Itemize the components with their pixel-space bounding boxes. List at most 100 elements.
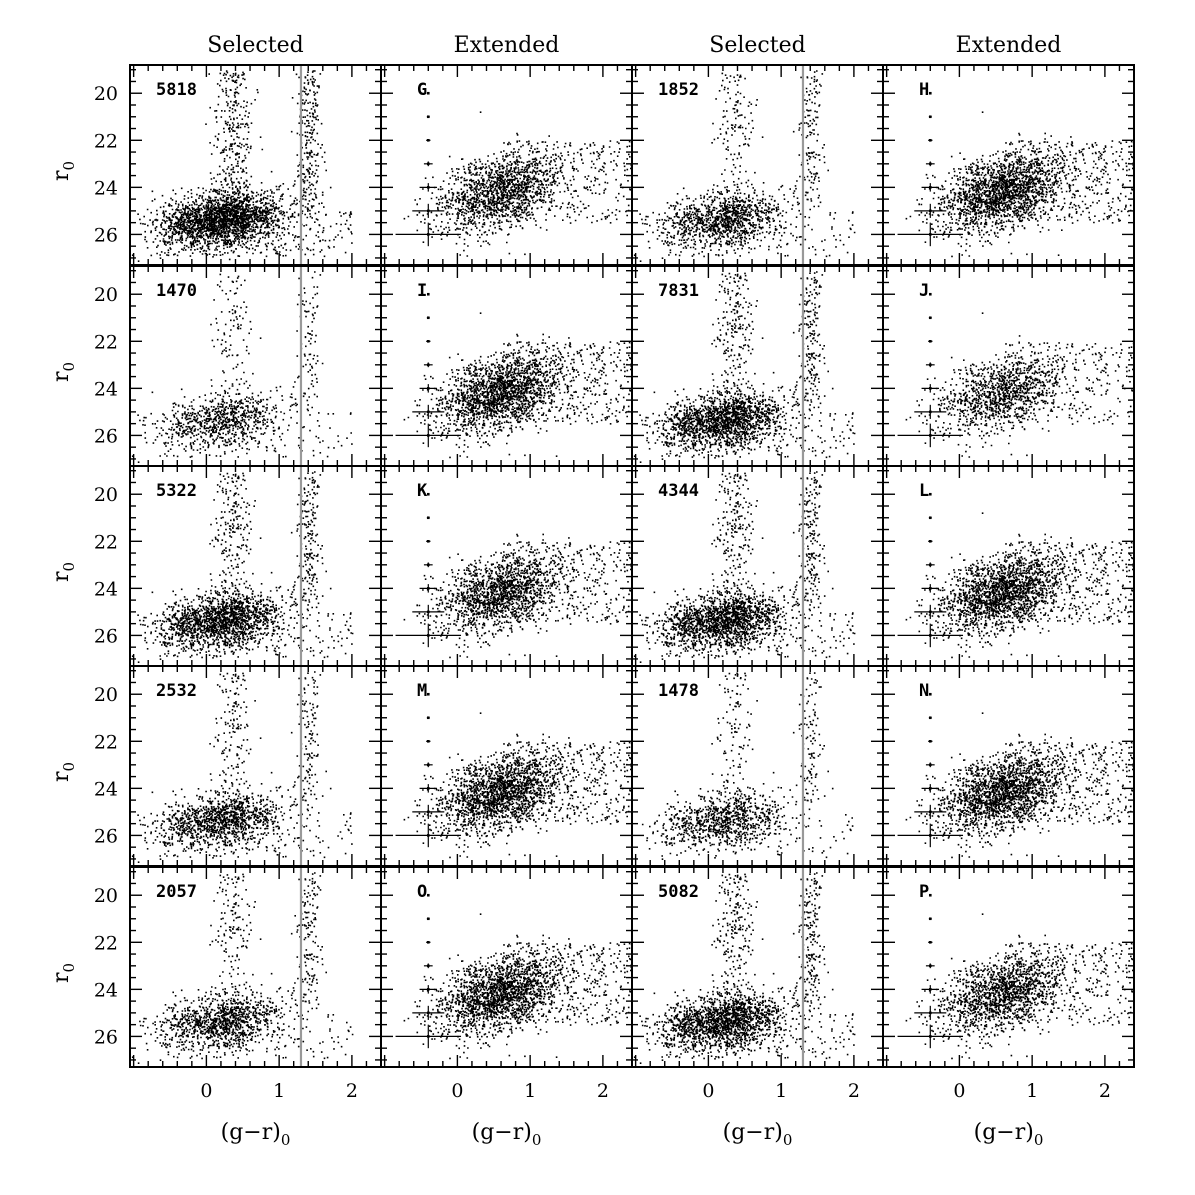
panel-label: 2057 — [156, 882, 197, 902]
star-points — [633, 471, 856, 663]
y-tick-label: 22 — [94, 731, 118, 753]
y-axis-label: r0 — [49, 362, 78, 382]
y-tick-label: 26 — [94, 224, 118, 246]
tick-marks — [381, 466, 633, 666]
y-tick-label: 26 — [94, 625, 118, 647]
x-axis-label: (g−r)0 — [974, 1120, 1044, 1149]
panel-label: 1470 — [156, 281, 197, 301]
error-bars — [395, 893, 462, 1049]
panel-L: L — [882, 465, 1135, 667]
x-tick-label: 1 — [273, 1080, 285, 1102]
star-points — [905, 312, 1134, 458]
y-tick-label: 20 — [94, 885, 118, 907]
y-tick-label: 20 — [94, 83, 118, 105]
panel-label: O — [417, 882, 427, 902]
y-tick-label: 20 — [94, 684, 118, 706]
panel-1470: 1470 20 22 24 26 r0 — [49, 265, 382, 467]
panel-label: J — [919, 281, 929, 301]
error-bars — [395, 692, 462, 848]
panel-2532: 2532 20 22 24 26 r0 — [49, 665, 382, 867]
panel-label: 2532 — [156, 681, 197, 701]
x-axis-label: (g−r)0 — [472, 1120, 542, 1149]
y-tick-label: 24 — [94, 177, 118, 199]
panel-P: P 0 1 2 (g−r)0 — [882, 866, 1135, 1149]
error-bars — [395, 492, 462, 648]
panel-label: 1478 — [658, 681, 699, 701]
column-title: Extended — [956, 33, 1062, 58]
column-title: Extended — [454, 33, 560, 58]
x-axis-label: (g−r)0 — [221, 1120, 291, 1149]
scatter-points — [131, 872, 354, 1064]
y-tick-label: 20 — [94, 484, 118, 506]
scatter-points — [131, 671, 353, 863]
x-tick-label: 2 — [1099, 1080, 1111, 1102]
tick-marks — [130, 867, 382, 1067]
column-title: Selected — [709, 33, 805, 58]
scatter-points — [905, 312, 1134, 458]
star-points — [905, 712, 1134, 866]
scatter-points — [905, 111, 1134, 265]
panel-label: 5818 — [156, 80, 197, 100]
x-tick-label: 0 — [200, 1080, 212, 1102]
star-points — [633, 271, 856, 463]
panel-2057: 2057 20 22 24 26 r0 0 1 2 (g−r)0 — [49, 866, 382, 1149]
scatter-points — [633, 872, 856, 1064]
y-tick-label: 22 — [94, 531, 118, 553]
scatter-points — [403, 111, 632, 257]
star-points — [403, 533, 632, 666]
panel-5818: 5818 20 22 24 26 r0 — [49, 64, 382, 266]
y-tick-label: 22 — [94, 331, 118, 353]
panel-5322: 5322 20 22 24 26 r0 — [49, 465, 382, 667]
y-tick-label: 20 — [94, 284, 118, 306]
panel-label: 1852 — [658, 80, 699, 100]
panel-O: O 0 1 2 (g−r)0 — [380, 866, 633, 1149]
panel-H: H — [882, 64, 1135, 266]
x-axis-label: (g−r)0 — [723, 1120, 793, 1149]
star-points — [403, 913, 632, 1067]
error-bars — [395, 91, 462, 247]
star-points — [131, 70, 353, 262]
star-points — [131, 271, 353, 463]
x-tick-label: 2 — [597, 1080, 609, 1102]
star-points — [403, 111, 632, 257]
panel-4344: 4344 — [631, 465, 884, 667]
star-points — [403, 712, 632, 866]
panel-N: N — [882, 665, 1135, 867]
panel-7831: 7831 — [631, 265, 884, 467]
x-tick-label: 1 — [524, 1080, 536, 1102]
scatter-points — [905, 913, 1134, 1067]
tick-marks — [883, 666, 1135, 866]
y-axis-label: r0 — [49, 161, 78, 181]
scatter-points — [403, 533, 632, 666]
y-tick-label: 24 — [94, 979, 118, 1001]
panel-5082: 5082 0 1 2 (g−r)0 — [631, 866, 884, 1149]
star-points — [641, 672, 854, 860]
tick-marks — [130, 266, 382, 466]
error-bars — [897, 492, 964, 648]
tick-marks — [381, 867, 633, 1067]
panel-label: 4344 — [658, 481, 699, 501]
y-tick-label: 24 — [94, 778, 118, 800]
panel-label: G — [417, 80, 427, 100]
panel-label: L — [919, 481, 929, 501]
tick-marks — [883, 867, 1135, 1067]
panel-label: 7831 — [658, 281, 699, 301]
panel-K: K — [380, 465, 633, 667]
panel-M: M — [380, 665, 633, 867]
scatter-points — [131, 70, 353, 262]
y-axis-label: r0 — [49, 963, 78, 983]
scatter-points — [403, 712, 632, 866]
scatter-points — [403, 312, 632, 466]
y-tick-label: 22 — [94, 130, 118, 152]
panel-label: 5322 — [156, 481, 197, 501]
scatter-points — [131, 471, 354, 663]
panel-label: K — [417, 481, 428, 501]
tick-marks — [883, 65, 1135, 265]
scatter-points — [905, 512, 1134, 666]
panel-I: I — [380, 265, 633, 467]
x-tick-label: 1 — [775, 1080, 787, 1102]
x-tick-label: 0 — [451, 1080, 463, 1102]
error-bars — [897, 893, 964, 1049]
panel-1852: 1852 — [631, 64, 884, 266]
